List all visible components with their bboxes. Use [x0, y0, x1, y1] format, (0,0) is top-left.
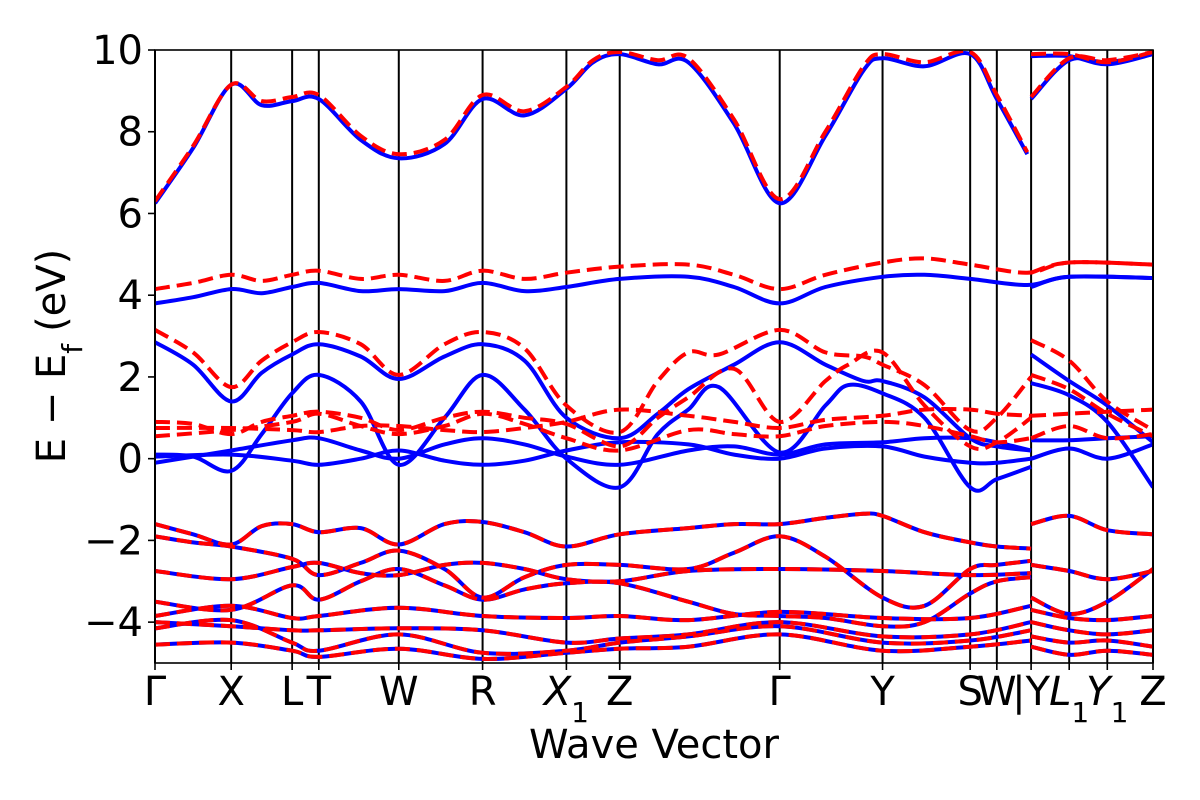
band-line-0-6 [155, 511, 1032, 551]
x-tick-label-7: Z [606, 669, 633, 715]
band-line-0-26 [1030, 634, 1153, 649]
y-tick-label-1: −2 [84, 518, 143, 564]
band-line-1-10 [155, 603, 1032, 623]
band-line-0-25 [1030, 620, 1153, 637]
y-axis-ticks: −4 −2 0 2 4 6 8 10 [84, 28, 155, 646]
x-tick-label-2: L [281, 669, 304, 715]
x-tick-label-12: |Y [1012, 669, 1050, 715]
band-line-1-16 [1030, 260, 1153, 275]
band-line-0-16 [1030, 274, 1153, 289]
y-tick-label-3: 2 [118, 355, 143, 401]
band-line-0-21 [1030, 513, 1153, 537]
band-line-1-1 [155, 256, 1153, 292]
band-line-1-0 [155, 50, 1030, 203]
x-tick-label-13: L1 [1049, 669, 1089, 729]
band-line-1-4 [155, 406, 1032, 435]
band-lines [155, 50, 1153, 661]
band-line-1-2 [155, 327, 1033, 435]
plot-frame [154, 49, 1154, 664]
x-axis-label: Wave Vector [529, 722, 780, 768]
x-tick-label-5: R [469, 669, 497, 715]
band-line-0-19 [1031, 434, 1153, 443]
band-line-0-0 [155, 51, 1030, 206]
band-line-1-9 [155, 566, 1032, 629]
x-tick-label-6: X1 [542, 669, 589, 729]
band-line-1-3 [155, 348, 1033, 452]
x-tick-label-4: W [379, 669, 419, 715]
band-line-1-19 [1030, 407, 1153, 418]
x-tick-label-9: Y [869, 669, 895, 715]
band-line-0-20 [1030, 442, 1153, 461]
band-line-1-13 [155, 632, 1032, 661]
band-line-0-22 [1030, 562, 1153, 582]
band-line-1-22 [1030, 562, 1153, 582]
series-dashed-red [155, 50, 1153, 661]
band-line-1-8 [155, 560, 1032, 584]
x-tick-label-3: T [306, 669, 332, 715]
x-tick-label-14: Y1 [1086, 669, 1128, 729]
y-tick-label-6: 8 [118, 110, 143, 156]
band-line-0-24 [1030, 607, 1153, 623]
band-line-1-24 [1030, 607, 1153, 623]
y-axis-label: E − Ef (eV) [29, 249, 89, 464]
x-tick-label-8: Γ [769, 669, 792, 715]
band-line-0-4 [155, 435, 1032, 467]
y-tick-label-7: 10 [92, 28, 143, 74]
kpoint-lines [154, 50, 1154, 663]
x-tick-label-1: X [217, 669, 244, 715]
band-line-1-6 [155, 511, 1032, 551]
band-line-1-27 [1030, 644, 1153, 657]
y-axis-label-main: E − E [29, 354, 75, 464]
band-line-1-11 [155, 620, 1032, 645]
y-tick-label-4: 4 [118, 273, 143, 319]
band-line-1-18 [1030, 373, 1153, 438]
band-line-1-15 [1031, 50, 1153, 65]
band-line-1-25 [1030, 620, 1153, 637]
x-tick-label-10: S [957, 669, 982, 715]
x-tick-label-11: W [977, 669, 1017, 715]
y-axis-label-subscript: f [56, 343, 89, 354]
band-line-1-7 [155, 534, 1032, 610]
band-line-1-5 [155, 411, 1032, 453]
band-line-1-17 [1030, 338, 1153, 432]
x-tick-label-0: Γ [144, 669, 167, 715]
band-line-1-12 [155, 617, 1032, 656]
band-line-0-3 [155, 372, 1032, 493]
band-line-0-27 [1030, 644, 1153, 657]
band-line-1-26 [1030, 634, 1153, 649]
band-line-0-1 [155, 272, 1153, 306]
x-tick-label-15: Z [1139, 669, 1166, 715]
band-line-0-18 [1030, 381, 1153, 489]
y-tick-label-0: −4 [84, 600, 143, 646]
band-line-0-2 [155, 340, 1032, 453]
band-line-1-23 [1030, 567, 1153, 617]
y-tick-label-5: 6 [118, 191, 143, 237]
y-axis-label-unit: (eV) [29, 249, 75, 332]
band-line-1-21 [1030, 513, 1153, 537]
y-tick-label-2: 0 [118, 437, 143, 483]
